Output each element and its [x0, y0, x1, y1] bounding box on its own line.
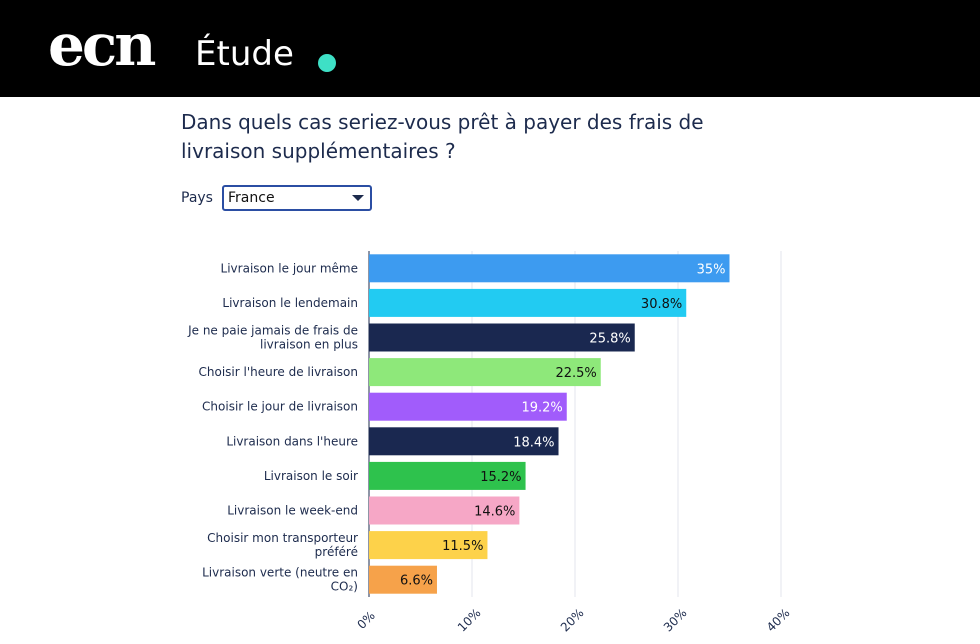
bar-value-label: 6.6%	[400, 574, 433, 589]
header-bar: ecn Étude	[0, 0, 980, 97]
bar-value-label: 35%	[697, 262, 726, 277]
bar	[369, 358, 601, 387]
category-label: Livraison dans l'heure	[226, 434, 358, 448]
category-label: Choisir le jour de livraison	[202, 400, 358, 414]
accent-dot-icon	[318, 54, 336, 72]
category-label: Livraison le lendemain	[222, 296, 358, 310]
category-label: Choisir l'heure de livraison	[199, 365, 359, 379]
bar	[369, 461, 526, 490]
x-tick-label: 40%	[764, 606, 793, 635]
category-label: Je ne paie jamais de frais de	[187, 324, 358, 338]
x-tick-label: 10%	[455, 606, 484, 635]
bar	[369, 323, 635, 352]
country-select[interactable]: France	[222, 185, 372, 211]
bar-value-label: 30.8%	[641, 297, 682, 312]
bar	[369, 531, 488, 560]
category-label: préféré	[315, 545, 358, 559]
bar-value-label: 18.4%	[513, 435, 554, 450]
x-tick-label: 30%	[661, 606, 690, 635]
chart-question-title: Dans quels cas seriez-vous prêt à payer …	[181, 110, 704, 163]
country-filter-label: Pays	[181, 190, 213, 206]
category-label: CO₂)	[331, 580, 358, 594]
category-label: Livraison le week-end	[227, 504, 358, 518]
x-tick-label: 0%	[354, 608, 377, 631]
section-label: Étude	[195, 34, 294, 74]
category-label: Livraison le jour même	[221, 261, 358, 275]
category-label: livraison en plus	[260, 338, 358, 352]
bar-value-label: 11.5%	[442, 539, 483, 554]
country-select-value: France	[228, 190, 275, 206]
category-label: Livraison le soir	[264, 469, 358, 483]
bar-value-label: 14.6%	[474, 505, 515, 520]
bar-value-label: 19.2%	[521, 401, 562, 416]
ecn-logo: ecn	[48, 11, 156, 79]
bar	[369, 565, 437, 594]
category-label: Livraison verte (neutre en	[202, 566, 358, 580]
chevron-down-icon	[352, 195, 364, 201]
bar-value-label: 15.2%	[480, 470, 521, 485]
bar	[369, 427, 559, 456]
x-tick-label: 20%	[558, 606, 587, 635]
bar	[369, 496, 520, 525]
bar	[369, 288, 687, 317]
bar-value-label: 25.8%	[589, 332, 630, 347]
bar	[369, 392, 567, 421]
category-label: Choisir mon transporteur	[207, 531, 358, 545]
bar	[369, 254, 730, 283]
bar-value-label: 22.5%	[555, 366, 596, 381]
